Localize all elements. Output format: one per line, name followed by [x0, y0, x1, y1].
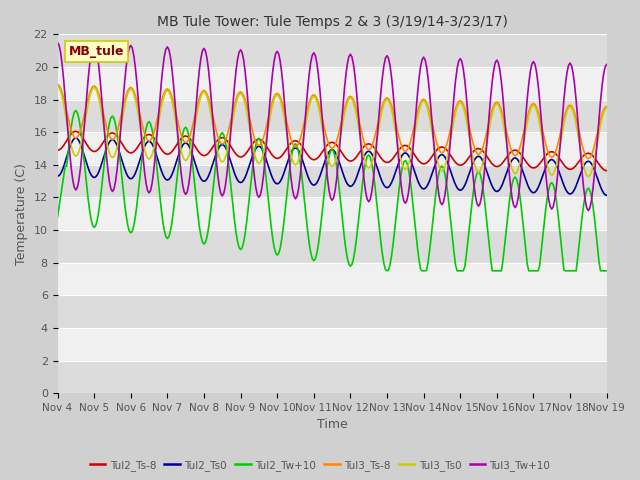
Text: MB_tule: MB_tule	[68, 45, 124, 58]
Bar	[58, 360, 607, 393]
Bar	[58, 99, 607, 132]
Title: MB Tule Tower: Tule Temps 2 & 3 (3/19/14-3/23/17): MB Tule Tower: Tule Temps 2 & 3 (3/19/14…	[157, 15, 508, 29]
Bar	[58, 35, 607, 67]
Y-axis label: Temperature (C): Temperature (C)	[15, 163, 28, 264]
X-axis label: Time: Time	[317, 419, 348, 432]
Bar	[58, 165, 607, 197]
Bar	[58, 295, 607, 328]
Legend: Tul2_Ts-8, Tul2_Ts0, Tul2_Tw+10, Tul3_Ts-8, Tul3_Ts0, Tul3_Tw+10: Tul2_Ts-8, Tul2_Ts0, Tul2_Tw+10, Tul3_Ts…	[86, 456, 554, 475]
Bar	[58, 230, 607, 263]
